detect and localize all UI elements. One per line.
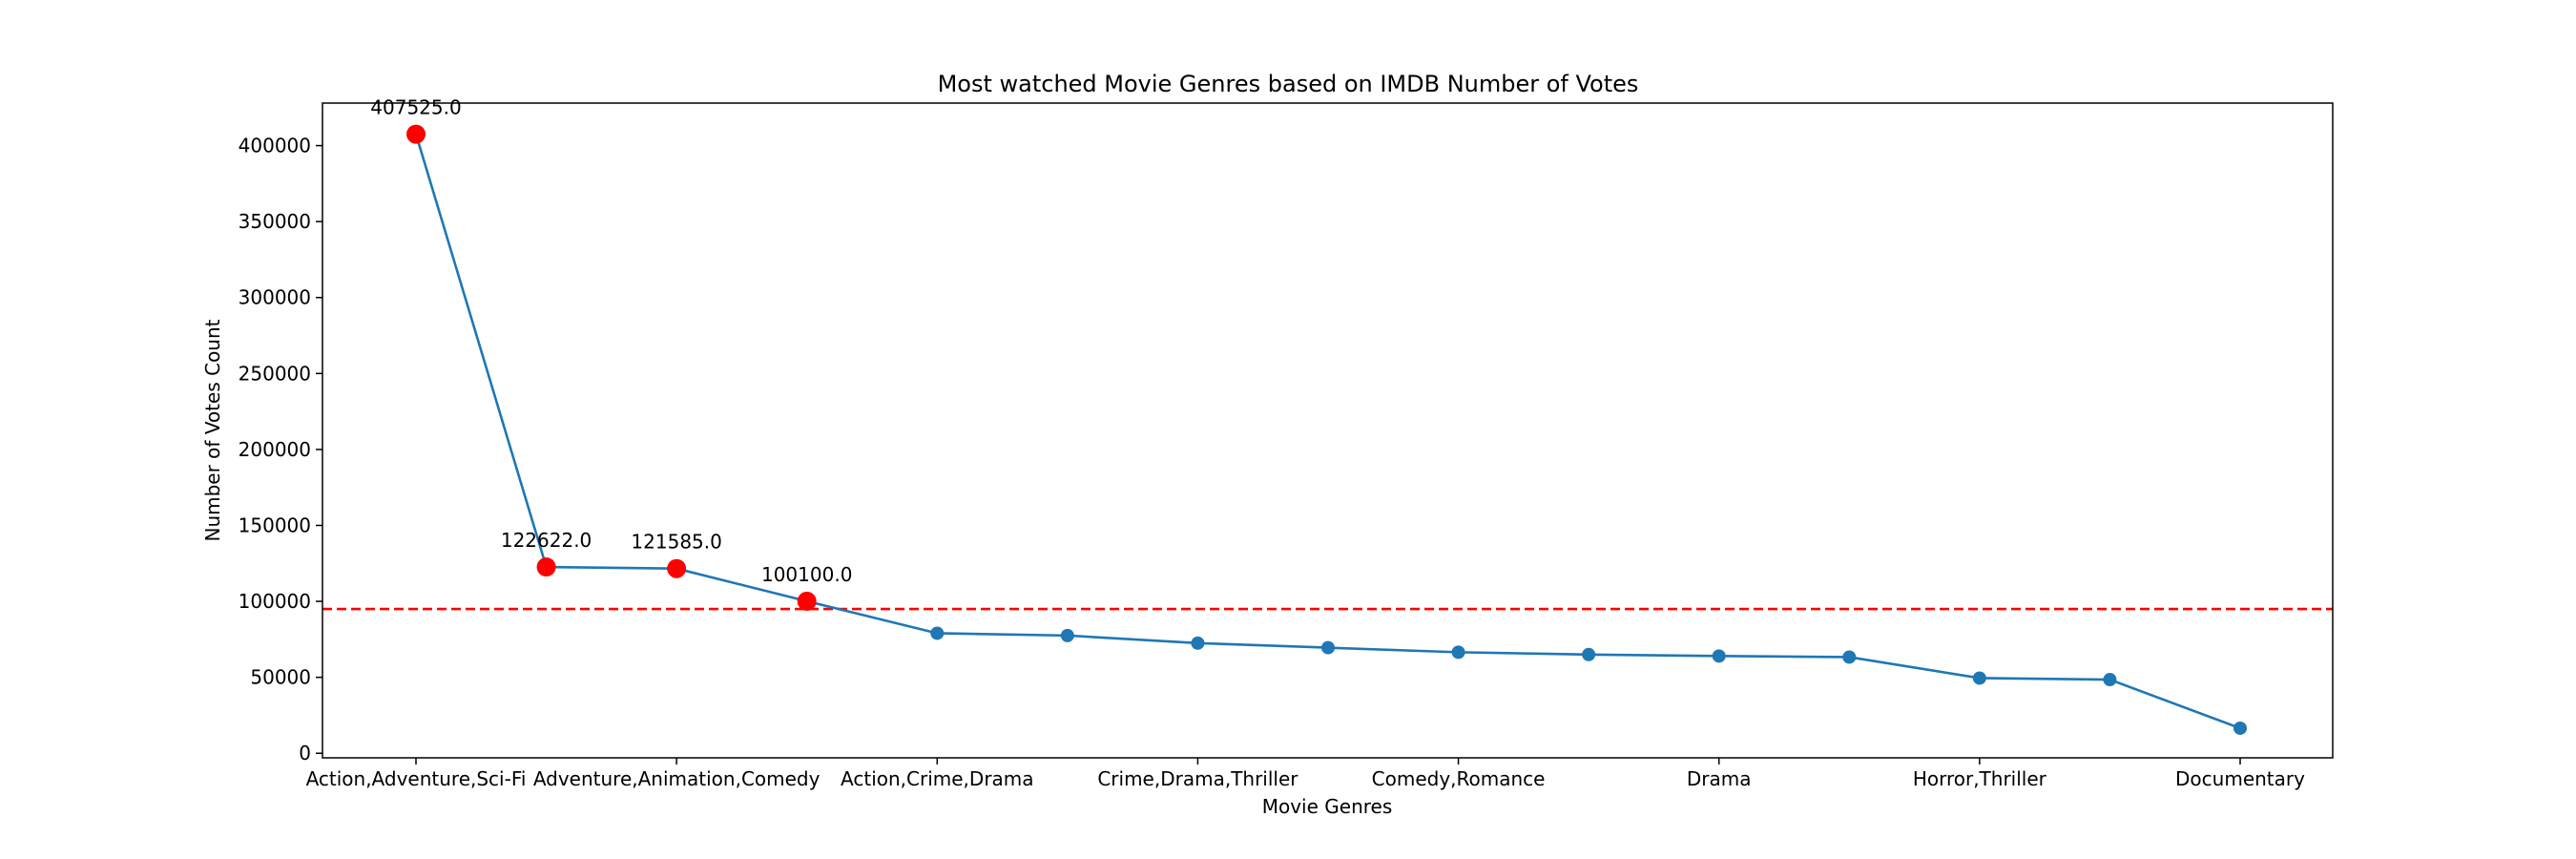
data-point	[1060, 628, 1074, 642]
y-tick-label: 300000	[239, 286, 311, 309]
data-point	[1842, 650, 1857, 664]
x-tick-label: Drama	[1687, 767, 1752, 790]
x-tick-label: Action,Crime,Drama	[841, 767, 1034, 790]
y-tick-label: 400000	[239, 135, 311, 157]
y-tick-label: 250000	[239, 362, 311, 385]
data-label: 121585.0	[631, 531, 721, 554]
y-axis-label: Number of Votes Count	[201, 319, 224, 541]
highlighted-point	[536, 557, 556, 577]
data-label: 100100.0	[761, 563, 852, 586]
y-tick-label: 150000	[239, 513, 311, 536]
y-tick-label: 350000	[239, 210, 311, 233]
x-tick-label: Comedy,Romance	[1372, 767, 1546, 790]
data-point	[1972, 671, 1986, 685]
y-tick-label: 200000	[239, 438, 311, 461]
highlighted-point	[667, 558, 687, 578]
y-tick-label: 100000	[239, 590, 311, 613]
x-tick-label: Crime,Drama,Thriller	[1097, 767, 1298, 790]
highlighted-point	[797, 591, 817, 611]
x-tick-label: Horror,Thriller	[1913, 767, 2047, 790]
y-tick-label: 50000	[250, 666, 311, 689]
data-point	[1451, 645, 1465, 660]
data-point	[2103, 673, 2117, 687]
data-point	[1582, 647, 1596, 661]
x-tick-label: Adventure,Animation,Comedy	[533, 767, 821, 790]
x-tick-label: Action,Adventure,Sci-Fi	[306, 767, 527, 790]
data-label: 407525.0	[370, 96, 461, 119]
highlighted-point	[406, 124, 426, 144]
data-point	[1321, 640, 1335, 655]
plot-area: 0 50000 100000 150000 200000 250000 300000 3500…	[239, 96, 2333, 790]
data-point	[1712, 649, 1726, 663]
chart-title: Most watched Movie Genres based on IMDB …	[938, 71, 1639, 97]
data-label: 122622.0	[501, 529, 592, 552]
data-point	[930, 626, 945, 640]
series-line	[414, 134, 2241, 730]
data-point	[2233, 721, 2247, 735]
data-point	[1191, 636, 1205, 650]
x-axis-label: Movie Genres	[1262, 795, 1393, 818]
y-tick-label: 0	[299, 742, 311, 765]
plot-frame	[322, 102, 2334, 759]
x-tick-label: Documentary	[2175, 767, 2305, 790]
